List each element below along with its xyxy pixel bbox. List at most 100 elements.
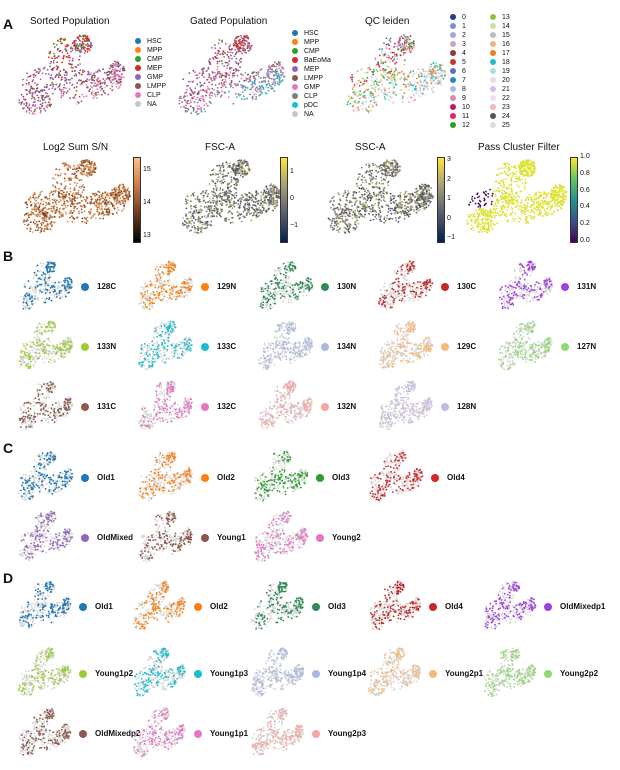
colorbar-tick-label: 1 <box>290 168 294 175</box>
panel-b-label: 132N <box>337 402 357 411</box>
legend-marker <box>450 14 456 21</box>
panel-d-umap-young1p1 <box>133 707 187 758</box>
colorbar-pass <box>570 157 578 243</box>
legend-marker <box>429 603 437 611</box>
qc-legend-item: 4 <box>450 50 466 57</box>
panel-b-umap-132c <box>138 380 193 430</box>
colorbar-tick-label: 3 <box>447 156 451 163</box>
qc-legend-item: 0 <box>450 14 466 21</box>
legend-marker <box>135 47 141 54</box>
legend-label: 12 <box>462 122 470 129</box>
panel-d-label: Young2p3 <box>328 729 367 738</box>
legend-marker <box>312 730 320 738</box>
gated-legend-item: CMP <box>292 48 320 55</box>
legend-marker <box>450 32 456 39</box>
legend-marker <box>79 730 87 738</box>
panel-b-umap-127n <box>498 320 553 371</box>
qc-legend-item: 23 <box>490 104 510 111</box>
legend-marker <box>441 403 449 411</box>
legend-marker <box>544 670 552 678</box>
legend-marker <box>79 670 87 678</box>
legend-label: 2 <box>462 32 466 39</box>
umap-ssc-a <box>327 159 434 234</box>
legend-marker <box>450 113 456 120</box>
legend-marker <box>135 74 141 81</box>
legend-marker <box>292 75 298 82</box>
umap-sorted-population <box>18 34 126 115</box>
legend-label: 6 <box>462 68 466 75</box>
legend-marker <box>490 113 496 120</box>
panel-b-label: 132C <box>217 402 237 411</box>
panel-d-umap-oldmixedp1 <box>484 580 537 630</box>
legend-marker <box>292 48 298 55</box>
panel-c-umap-young2 <box>254 510 309 563</box>
gated-legend-item: CLP <box>292 93 318 100</box>
qc-legend-item: 16 <box>490 41 510 48</box>
panel-d-label: Young1p3 <box>210 669 249 678</box>
legend-marker <box>194 603 202 611</box>
legend-marker <box>201 534 209 542</box>
legend-label: CMP <box>304 48 320 55</box>
legend-label: 4 <box>462 50 466 57</box>
legend-marker <box>201 343 209 351</box>
panel-b-label: 128N <box>457 402 477 411</box>
qc-legend-item: 12 <box>450 122 470 129</box>
umap-pass-cluster-filter <box>466 159 568 234</box>
panel-d-label: Old3 <box>328 602 346 611</box>
umap-log2-sum-sn <box>22 159 131 234</box>
panel-d-label: Young1p4 <box>328 669 367 678</box>
colorbar-fsc <box>280 157 288 243</box>
gated-legend-item: GMP <box>292 84 320 91</box>
gated-legend-item: HSC <box>292 30 319 37</box>
panel-b-label: 129N <box>217 282 237 291</box>
legend-label: 20 <box>502 77 510 84</box>
panel-b-umap-131n <box>498 260 553 310</box>
legend-label: 14 <box>502 23 510 30</box>
colorbar-tick-label: 0.8 <box>580 169 590 177</box>
legend-marker <box>194 730 202 738</box>
legend-label: 23 <box>502 104 510 111</box>
colorbar-tick-label: 0 <box>290 195 294 202</box>
legend-marker <box>312 603 320 611</box>
legend-marker <box>292 93 298 100</box>
legend-marker <box>194 670 202 678</box>
panel-d-label: Young2p1 <box>445 669 484 678</box>
panel-d-umap-old1 <box>18 581 72 630</box>
panel-b-umap-130n <box>259 260 314 311</box>
legend-label: MPP <box>304 39 320 46</box>
legend-marker <box>490 77 496 84</box>
legend-label: 11 <box>462 113 470 120</box>
legend-label: 25 <box>502 122 510 129</box>
colorbar-tick-label: −1 <box>447 234 455 241</box>
panel-b-umap-133c <box>138 320 194 371</box>
panel-c-label: Old1 <box>97 473 115 482</box>
legend-label: 0 <box>462 14 466 21</box>
panel-d-umap-young2p2 <box>483 647 536 698</box>
qc-legend-item: 15 <box>490 32 510 39</box>
panel-c-label: Young1 <box>217 533 246 542</box>
legend-label: HSC <box>304 30 319 37</box>
qc-legend-item: 9 <box>450 95 466 102</box>
panel-b-umap-129n <box>138 260 194 310</box>
panel-d-label: Old2 <box>210 602 228 611</box>
panel-b-label: 133N <box>97 342 117 351</box>
panel-d-umap-young2p1 <box>367 647 421 697</box>
qc-legend-item: 10 <box>450 104 470 111</box>
title-fsc-a: FSC-A <box>205 142 235 153</box>
panel-c-umap-old2 <box>138 451 194 502</box>
legend-label: GMP <box>147 74 163 81</box>
legend-marker <box>490 122 496 129</box>
legend-marker <box>450 86 456 93</box>
panel-d-umap-oldmixedp2 <box>19 707 72 756</box>
legend-marker <box>81 283 89 291</box>
legend-marker <box>490 59 496 66</box>
colorbar-tick-label: 0 <box>447 214 451 222</box>
legend-label: GMP <box>304 84 320 91</box>
legend-marker <box>135 83 141 90</box>
legend-marker <box>490 50 496 57</box>
legend-marker <box>321 403 329 411</box>
sorted-legend-item: HSC <box>135 38 162 45</box>
sorted-legend-item: GMP <box>135 74 163 81</box>
legend-label: 13 <box>502 14 510 21</box>
legend-marker <box>450 59 456 66</box>
